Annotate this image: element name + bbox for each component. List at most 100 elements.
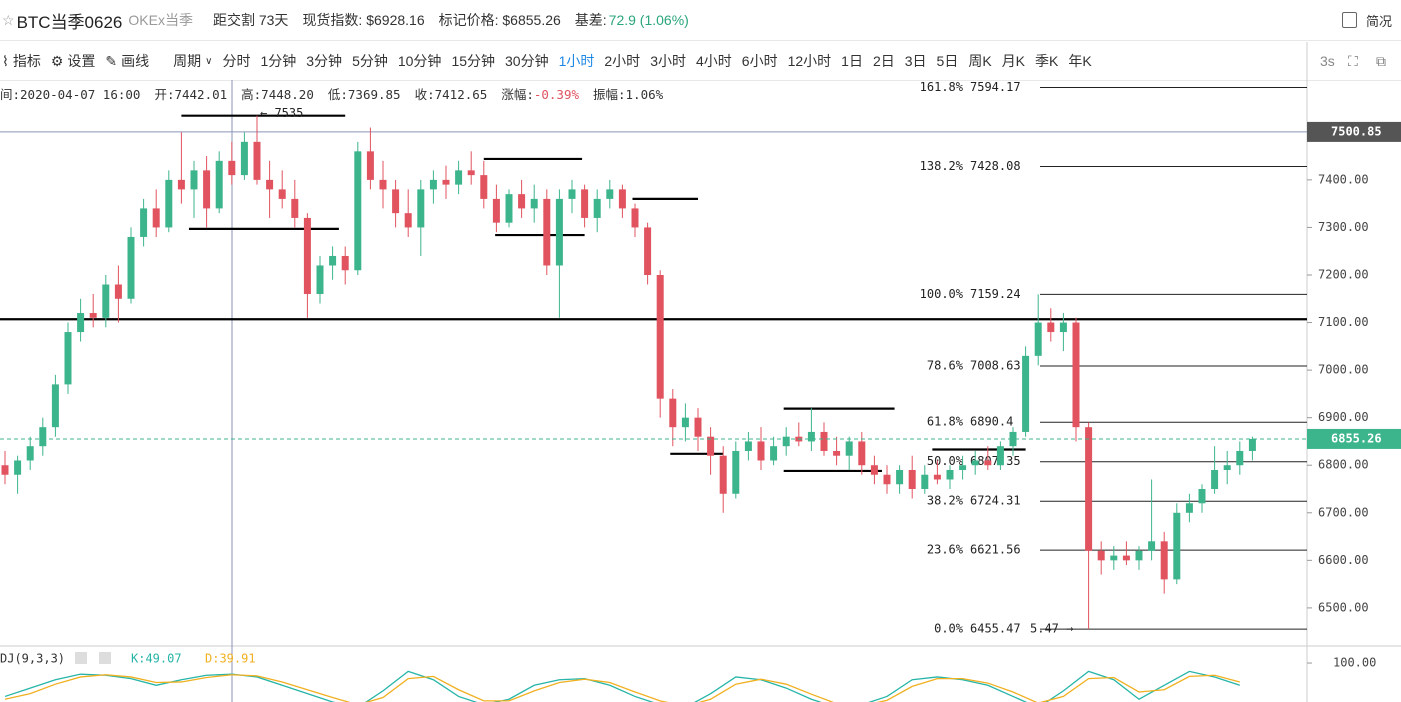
candle-body [933,474,941,480]
period-option[interactable]: 1日 [841,53,863,69]
period-option[interactable]: 5分钟 [352,53,388,69]
indicators-button[interactable]: 指标 [12,53,41,69]
period-option[interactable]: 15分钟 [451,53,496,69]
period-option[interactable]: 季K [1035,53,1059,69]
candle-body [165,179,173,228]
high: 高:7448.20 [241,86,314,102]
candle-body [618,189,626,209]
refresh[interactable]: 3s [1320,53,1335,69]
candle-body [316,265,324,295]
candle-body [883,474,891,485]
indicator-lines [4,670,1241,702]
candle-body [77,313,85,333]
period-option[interactable]: 2小时 [604,53,641,69]
toolbar: ⌇ 指标 ⚙ 设置 ✎ 画线 周期 ∨ 分时 1分钟 3分钟 5分钟 10分钟 15分钟 3… [0,42,1401,81]
candle-info: 间:2020-04-07 16:00 开:7442.01 高:7448.20 低… [0,84,663,102]
period-option[interactable]: 5日 [936,53,959,69]
candle-body [1223,465,1231,470]
candle-body [984,460,992,466]
change: -0.39% [533,86,579,102]
candle-body [492,198,500,223]
fib-ratio: 61.8% [927,415,964,429]
period-option[interactable]: 6小时 [741,53,778,69]
candle-body [215,160,223,209]
candle-body [253,141,261,180]
fullscreen-icon[interactable]: ⛶ [1348,52,1358,69]
period-option[interactable]: 月K [1001,53,1026,69]
candle-body [341,255,349,271]
fib-ratio: 23.6% [927,543,964,557]
mark-price: 标记价格: $6855.26 [438,12,561,28]
period-option[interactable]: 30分钟 [505,53,549,69]
candle-body [278,189,286,199]
period-option[interactable]: 3日 [904,53,927,69]
low-annotation: 5.47 → [1030,622,1073,636]
amplitude: 振幅:1.06% [593,86,664,102]
y-tick-label: 7400.00 [1318,172,1369,186]
candle-body [1059,322,1067,333]
fib-value: 6724.31 [970,494,1021,508]
period-option[interactable]: 年K [1068,53,1092,69]
candle-body [114,284,122,299]
candle-body [14,460,22,475]
period-option[interactable]: 12小时 [787,53,832,69]
candle-body [467,170,475,176]
period-option[interactable]: 10分钟 [397,53,442,69]
candle-body [240,141,248,176]
candle-body [568,189,576,199]
fib-value: 6807.35 [970,454,1021,468]
candle-body [656,274,664,399]
indicator-btn [75,652,87,664]
last-price-box [1307,428,1401,449]
candle-body [51,384,59,428]
candle-body [392,189,400,214]
fib-value: 7159.24 [970,287,1021,301]
period-option[interactable]: 2日 [872,53,895,69]
candle-body [1160,541,1168,580]
candle-body [757,441,765,461]
period-option[interactable]: 周K [968,53,992,69]
period-option[interactable]: 分时 [222,53,251,69]
indicator-tick-label: 100.00 [1333,656,1376,670]
period-option[interactable]: 3小时 [650,53,686,69]
period-arrow: ∨ [205,55,213,67]
candle-body [190,170,198,190]
candle-body [694,417,702,437]
fib-value: 6621.56 [970,543,1021,557]
candle-body [669,398,677,428]
overview[interactable]: 简况 [1366,13,1393,29]
candle-body [379,179,387,190]
candle-body [870,465,878,475]
candle-body [1173,512,1181,580]
y-tick-label: 7100.00 [1318,315,1369,329]
fib-ratio: 78.6% [927,359,964,373]
fib-value: 6890.4 [970,415,1013,429]
candle-body [744,441,752,451]
candle-body [228,160,236,176]
y-tick-label: 6500.00 [1318,600,1369,614]
candle-body [1009,431,1017,447]
candle-body [1097,550,1105,561]
period-button[interactable]: 周期 [173,53,202,69]
candle-body [593,198,601,218]
fib-ratio: 161.8% [920,80,964,94]
candle-body [1236,450,1244,466]
period-option[interactable]: 1小时 [558,53,595,69]
indicator-line [4,674,1240,702]
candle-body [417,189,425,228]
period-option[interactable]: 4小时 [695,53,732,69]
drawing-button[interactable]: 画线 [121,53,150,69]
settings-button[interactable]: 设置 [67,53,96,69]
candle-body [404,213,412,228]
period-option[interactable]: 3分钟 [306,53,343,69]
period-option[interactable]: 1分钟 [260,53,297,69]
candle-body [329,255,337,266]
candle-body [996,446,1004,466]
star-icon[interactable]: ☆ [2,11,15,28]
y-tick-label: 6700.00 [1318,505,1369,519]
indicator-icon: ⌇ [2,52,9,69]
close: 收:7412.65 [414,86,488,102]
popout-icon[interactable]: ⧉ [1376,52,1386,69]
